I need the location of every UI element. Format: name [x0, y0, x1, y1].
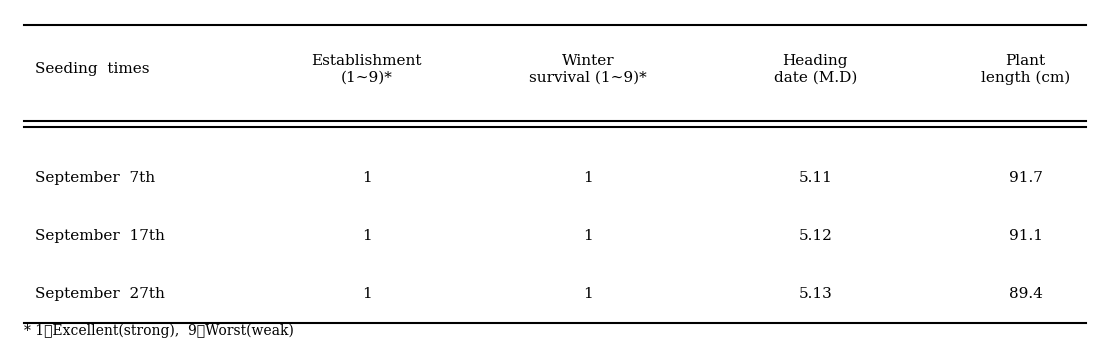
Text: Establishment
(1∼9)*: Establishment (1∼9)*: [312, 54, 422, 84]
Text: 1: 1: [584, 229, 593, 243]
Text: Seeding  times: Seeding times: [34, 62, 149, 76]
Text: September  7th: September 7th: [34, 171, 154, 185]
Text: * 1：Excellent(strong),  9：Worst(weak): * 1：Excellent(strong), 9：Worst(weak): [23, 324, 293, 338]
Text: 5.12: 5.12: [798, 229, 832, 243]
Text: September  27th: September 27th: [34, 287, 164, 301]
Text: 1: 1: [362, 229, 372, 243]
Text: 91.1: 91.1: [1009, 229, 1042, 243]
Text: 1: 1: [584, 171, 593, 185]
Text: 91.7: 91.7: [1009, 171, 1042, 185]
Text: 1: 1: [584, 287, 593, 301]
Text: 89.4: 89.4: [1009, 287, 1042, 301]
Text: 5.11: 5.11: [798, 171, 832, 185]
Text: 1: 1: [362, 171, 372, 185]
Text: Winter
survival (1∼9)*: Winter survival (1∼9)*: [529, 54, 647, 84]
Text: Heading
date (M.D): Heading date (M.D): [774, 54, 857, 84]
Text: 5.13: 5.13: [798, 287, 832, 301]
Text: Plant
length (cm): Plant length (cm): [981, 54, 1070, 85]
Text: 1: 1: [362, 287, 372, 301]
Text: September  17th: September 17th: [34, 229, 164, 243]
